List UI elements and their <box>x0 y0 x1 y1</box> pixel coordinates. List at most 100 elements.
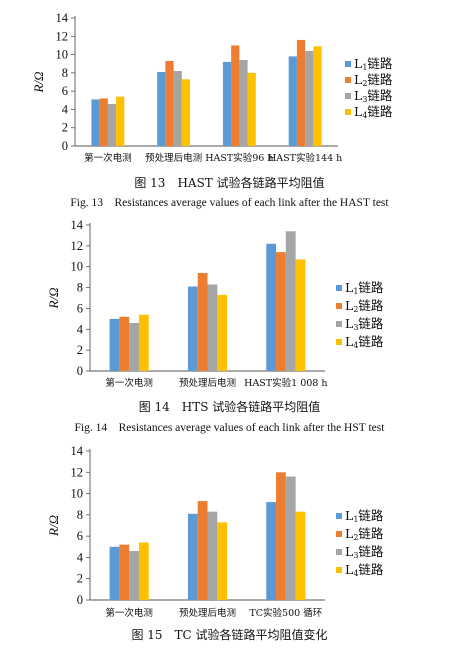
legend-label: L3链路 <box>345 316 384 332</box>
legend-swatch <box>336 321 342 327</box>
bar-l3 <box>107 103 117 146</box>
y-tick-label: 10 <box>71 260 84 274</box>
category-label: 第一次电测 <box>84 152 132 164</box>
bar-l3 <box>129 323 139 371</box>
legend-swatch <box>345 109 351 115</box>
y-axis-label: R/Ω <box>46 288 61 310</box>
figure-13-caption-cn: 图 13 HAST 试验各链路平均阻值 <box>134 176 325 190</box>
figure-13: 0 2 4 6 8 10 12 14 R/Ω 第一次电测 预处理后电测 HAST实验96 h HAST实… <box>0 0 459 170</box>
figure-15: 0 2 4 6 8 10 12 14 R/Ω 第一次电测 预处理后电测 TC实验500 循环 L1链路 L… <box>0 440 459 620</box>
y-tick-label: 14 <box>71 218 84 232</box>
figure-14-caption-cn: 图 14 HTS 试验各链路平均阻值 <box>138 400 321 414</box>
tc-chart: 0 2 4 6 8 10 12 14 R/Ω 第一次电测 预处理后电测 TC实验500 循环 L1链路 L… <box>46 444 384 619</box>
figure-13-caption-en: Fig. 13 Resistances average values of ea… <box>70 197 389 209</box>
legend-label: L2链路 <box>354 72 393 88</box>
y-tick-label: 0 <box>77 364 83 378</box>
bar-l2 <box>276 472 286 600</box>
bar-l1 <box>222 61 232 147</box>
y-axis-label: R/Ω <box>46 515 61 537</box>
legend-swatch <box>336 303 342 309</box>
legend-swatch <box>345 93 351 99</box>
legend-label: L2链路 <box>345 298 384 314</box>
bar-l2 <box>231 45 240 146</box>
y-tick-label: 2 <box>77 572 83 586</box>
y-tick-label: 8 <box>77 281 83 295</box>
bar-l4 <box>138 542 149 600</box>
legend-swatch <box>345 61 351 67</box>
bar-l4 <box>217 522 228 600</box>
bar-l3 <box>129 551 139 600</box>
bar-l3 <box>285 231 296 371</box>
bar-l4 <box>295 259 306 371</box>
figure-14-caption-en: Fig. 14 Resistances average values of ea… <box>74 422 385 434</box>
y-tick-label: 4 <box>77 322 84 336</box>
legend-label: L3链路 <box>345 544 384 560</box>
legend-label: L1链路 <box>354 56 393 72</box>
y-tick-label: 4 <box>62 102 69 116</box>
bar-l1 <box>288 56 297 146</box>
category-label: HAST实验96 h <box>205 152 273 164</box>
bar-l4 <box>247 72 256 146</box>
bar-l4 <box>116 96 125 146</box>
category-label: 预处理后电测 <box>179 377 236 389</box>
legend-label: L1链路 <box>345 280 384 296</box>
category-label: 第一次电测 <box>105 377 153 389</box>
hast-chart: 0 2 4 6 8 10 12 14 R/Ω 第一次电测 预处理后电测 HAST实验96 hHAST实… <box>31 11 393 164</box>
bar-l3 <box>239 60 248 146</box>
bar-l2 <box>119 544 130 600</box>
category-label: 预处理后电测 <box>145 152 202 164</box>
y-tick-label: 10 <box>71 487 84 501</box>
bar-l4 <box>217 294 228 371</box>
bar-l4 <box>181 79 191 146</box>
hts-chart: 0 2 4 6 8 10 12 14 R/Ω 第一次电测 预处理后电测 HAST实验1 008 h L1… <box>46 218 384 389</box>
bar-l3 <box>207 284 218 371</box>
y-tick-label: 12 <box>71 239 84 253</box>
y-tick-label: 2 <box>62 121 68 135</box>
bar-l2 <box>197 272 208 371</box>
bar-l1 <box>109 318 120 371</box>
category-label: 预处理后电测 <box>179 607 236 619</box>
legend-swatch <box>345 77 351 83</box>
legend-label: L4链路 <box>345 562 384 578</box>
bar-l2 <box>165 60 174 146</box>
y-tick-label: 6 <box>77 301 83 315</box>
category-label: TC实验500 循环 <box>249 607 322 619</box>
y-tick-label: 12 <box>71 465 84 479</box>
bar-l1 <box>187 513 198 600</box>
bar-l3 <box>207 511 218 600</box>
bar-l2 <box>99 98 108 146</box>
y-axis-label: R/Ω <box>31 72 46 94</box>
y-tick-label: 0 <box>62 139 68 153</box>
legend-label: L4链路 <box>345 334 384 350</box>
bar-l3 <box>173 71 182 146</box>
bar-l1 <box>91 99 100 146</box>
legend-label: L3链路 <box>354 88 393 104</box>
bar-l2 <box>119 316 130 371</box>
figure-15-caption-cn: 图 15 TC 试验各链路平均阻值变化 <box>131 628 328 642</box>
y-tick-label: 2 <box>77 343 83 357</box>
y-tick-label: 10 <box>56 48 69 62</box>
figure-14: 0 2 4 6 8 10 12 14 R/Ω 第一次电测 预处理后电测 HAST实验1 008 h L1… <box>0 214 459 394</box>
y-tick-label: 0 <box>77 593 83 607</box>
y-tick-label: 6 <box>62 84 68 98</box>
bar-l4 <box>138 314 149 371</box>
legend-label: L1链路 <box>345 508 384 524</box>
legend-swatch <box>336 567 342 573</box>
bar-l4 <box>313 46 322 146</box>
bar-l2 <box>276 252 286 371</box>
legend-label: L4链路 <box>354 104 393 120</box>
category-label: HAST实验1 008 h <box>244 377 327 389</box>
y-tick-label: 4 <box>77 550 84 564</box>
bar-l1 <box>187 286 198 371</box>
bar-l1 <box>157 71 166 146</box>
legend-swatch <box>336 513 342 519</box>
bar-l3 <box>285 476 296 600</box>
bar-l2 <box>296 39 306 146</box>
bar-l1 <box>266 243 277 371</box>
y-tick-label: 14 <box>71 444 84 458</box>
y-tick-label: 8 <box>62 66 68 80</box>
y-tick-label: 8 <box>77 508 83 522</box>
legend-swatch <box>336 339 342 345</box>
bar-l1 <box>266 502 277 600</box>
y-tick-label: 12 <box>56 29 69 43</box>
